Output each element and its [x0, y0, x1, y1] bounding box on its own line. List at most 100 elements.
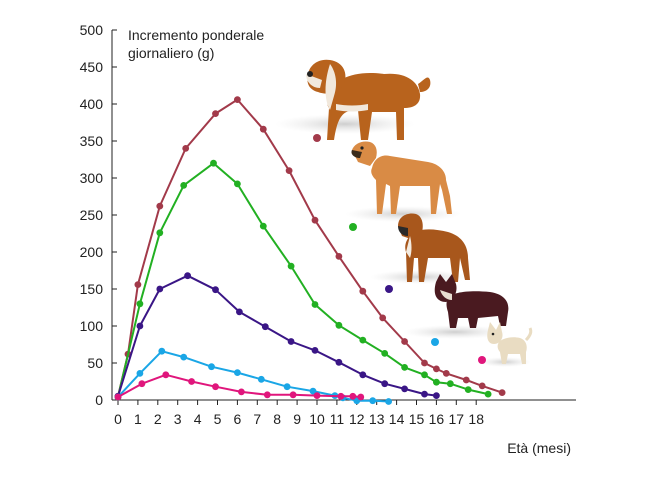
- data-point: [134, 281, 142, 288]
- data-point: [359, 336, 367, 344]
- data-point: [285, 167, 293, 175]
- data-point: [212, 383, 219, 391]
- great-dane-picture: [345, 141, 461, 222]
- data-point: [313, 392, 321, 399]
- data-point: [234, 369, 241, 376]
- data-point: [210, 159, 217, 167]
- data-point: [359, 371, 367, 379]
- data-point: [289, 391, 297, 399]
- data-point: [261, 323, 269, 331]
- data-point: [259, 125, 267, 133]
- data-point: [385, 398, 392, 405]
- y-tick-label: 450: [80, 59, 104, 75]
- y-tick-label: 100: [80, 318, 104, 334]
- data-point: [401, 338, 408, 345]
- x-tick-label: 0: [114, 411, 122, 427]
- y-tick-label: 200: [80, 244, 104, 260]
- data-point: [238, 388, 245, 396]
- data-point: [433, 392, 440, 399]
- data-point: [234, 180, 241, 188]
- x-tick-label: 13: [369, 411, 385, 427]
- y-axis-label-line-1: Incremento ponderale: [128, 27, 264, 43]
- data-point: [136, 370, 144, 377]
- data-point: [401, 364, 408, 371]
- data-point: [212, 110, 219, 117]
- y-axis-ticks: 0 50 100 150 200 250 300 350 400 450 500: [80, 22, 117, 408]
- y-tick-label: 300: [80, 170, 104, 186]
- data-point: [369, 397, 377, 405]
- x-axis-label: Età (mesi): [507, 440, 571, 456]
- data-point: [259, 222, 267, 230]
- data-point: [484, 390, 492, 398]
- chihuahua-picture: [479, 322, 533, 367]
- x-tick-label: 5: [214, 411, 222, 427]
- saint-bernard-picture: [275, 59, 431, 140]
- data-point: [180, 353, 188, 361]
- x-tick-label: 1: [134, 411, 142, 427]
- data-point: [136, 300, 144, 308]
- x-tick-label: 18: [468, 411, 484, 427]
- data-point: [311, 347, 319, 354]
- data-point: [283, 383, 291, 391]
- data-point: [156, 285, 164, 293]
- y-tick-label: 0: [95, 392, 103, 408]
- y-tick-label: 500: [80, 22, 104, 38]
- legend-dots: [313, 134, 486, 364]
- data-point: [421, 359, 428, 367]
- x-tick-label: 11: [330, 411, 345, 427]
- data-point: [498, 389, 506, 396]
- boxer-picture: [370, 213, 470, 284]
- data-point: [421, 371, 428, 379]
- data-point: [114, 393, 122, 401]
- data-point: [236, 308, 243, 316]
- x-tick-label: 9: [293, 411, 301, 427]
- x-tick-label: 12: [349, 411, 365, 427]
- series-boxer: [114, 272, 440, 400]
- x-tick-label: 8: [273, 411, 281, 427]
- data-point: [287, 338, 295, 345]
- data-point: [263, 391, 271, 399]
- y-axis-label-line-2: giornaliero (g): [128, 45, 214, 61]
- data-point: [446, 380, 454, 388]
- data-point: [357, 393, 365, 401]
- data-point: [462, 376, 470, 384]
- data-point: [381, 380, 389, 388]
- x-axis-ticks: 0 1 2 3 4 5 6 7 8 9 10 11 12 13 14 15 16 17 18: [114, 400, 484, 427]
- data-point: [433, 365, 440, 373]
- data-point: [138, 380, 146, 388]
- y-tick-label: 150: [80, 281, 104, 297]
- series-chihuahua: [114, 371, 365, 401]
- legend-dot-corgi: [431, 338, 439, 346]
- data-point: [401, 385, 408, 393]
- data-point: [156, 229, 164, 237]
- x-tick-label: 10: [309, 411, 325, 427]
- y-tick-label: 350: [80, 133, 104, 149]
- x-tick-label: 17: [449, 411, 465, 427]
- data-point: [162, 371, 170, 379]
- legend-dot-great-dane: [349, 223, 357, 231]
- data-point: [180, 182, 188, 189]
- data-point: [311, 301, 319, 308]
- y-tick-label: 50: [87, 355, 103, 371]
- data-point: [442, 370, 450, 377]
- data-point: [335, 358, 343, 366]
- data-point: [208, 363, 215, 371]
- legend-dot-saint-bernard: [313, 134, 321, 142]
- data-point: [337, 392, 345, 400]
- x-tick-label: 7: [253, 411, 261, 427]
- data-point: [309, 387, 317, 395]
- data-point: [381, 350, 389, 357]
- x-tick-label: 6: [234, 411, 242, 427]
- data-point: [478, 382, 486, 390]
- data-point: [182, 145, 190, 152]
- x-tick-label: 4: [194, 411, 202, 427]
- data-point: [188, 378, 196, 385]
- data-point: [379, 314, 387, 322]
- x-tick-label: 14: [389, 411, 405, 427]
- data-point: [156, 202, 164, 210]
- data-point: [257, 375, 265, 383]
- data-point: [359, 287, 367, 295]
- data-point: [311, 216, 319, 224]
- data-point: [212, 286, 219, 294]
